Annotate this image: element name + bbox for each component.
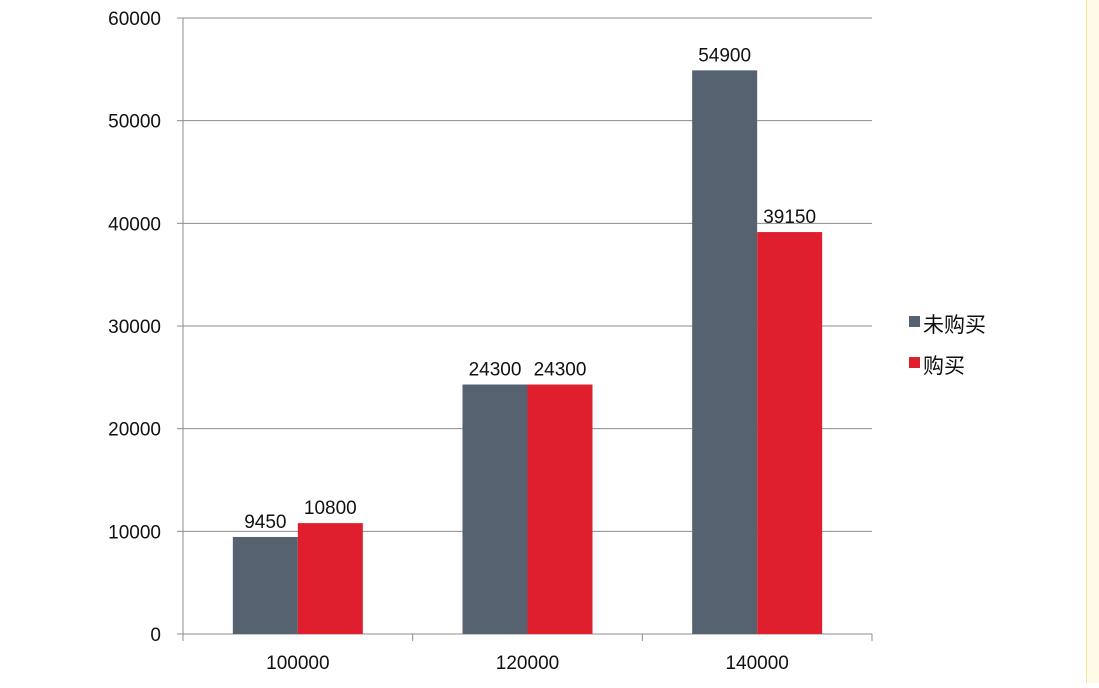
x-tick-label: 120000: [496, 653, 559, 674]
bar-value-label: 9450: [244, 512, 286, 533]
legend-label: 未购买: [923, 314, 986, 337]
bar: [297, 523, 363, 634]
y-tick-label: 40000: [108, 214, 161, 235]
bar: [232, 536, 298, 634]
y-tick-label: 10000: [108, 522, 161, 543]
y-tick-label: 0: [150, 625, 161, 646]
bar: [757, 232, 823, 634]
bars: [232, 70, 823, 635]
bar-value-label: 39150: [763, 207, 816, 228]
y-tick-label: 20000: [108, 420, 161, 441]
y-tick-label: 50000: [108, 112, 161, 133]
bar-value-label: 10800: [304, 498, 357, 519]
y-tick-label: 30000: [108, 317, 161, 338]
legend-label: 购买: [923, 355, 965, 378]
legend-swatch: [909, 357, 920, 368]
legend-swatch: [909, 316, 920, 327]
bar: [692, 70, 758, 635]
bar: [462, 384, 528, 634]
data-labels: 9450 10800 24300 24300 54900 39150: [244, 45, 816, 533]
bar-value-label: 54900: [698, 45, 751, 66]
bar: [527, 384, 593, 634]
bar-value-label: 24300: [469, 360, 522, 381]
y-tick-label: 60000: [108, 9, 161, 30]
bar-value-label: 24300: [534, 360, 587, 381]
page-edge: [1086, 0, 1099, 683]
x-tick-label: 100000: [266, 653, 329, 674]
x-tick-label: 140000: [725, 653, 788, 674]
tick-labels: 0 10000 20000 30000 40000 50000 60000 100000 120…: [108, 9, 789, 674]
